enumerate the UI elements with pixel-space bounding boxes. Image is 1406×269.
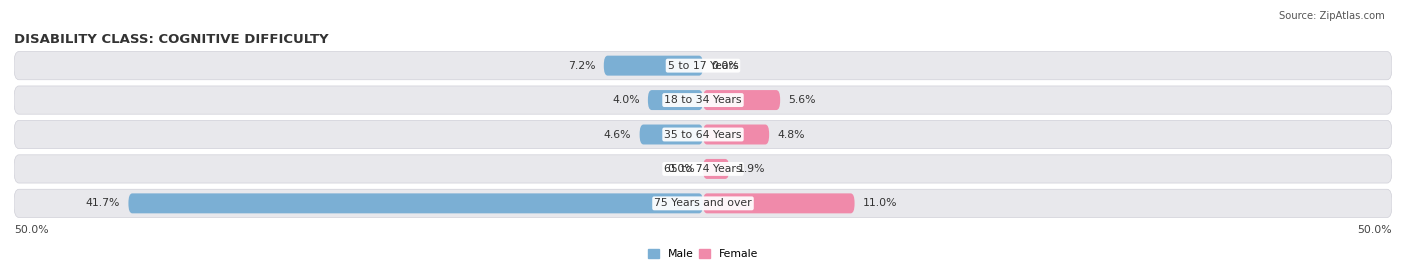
FancyBboxPatch shape [703,193,855,213]
FancyBboxPatch shape [14,121,1392,148]
Text: 35 to 64 Years: 35 to 64 Years [664,129,742,140]
Text: 41.7%: 41.7% [86,198,120,208]
Legend: Male, Female: Male, Female [644,245,762,263]
FancyBboxPatch shape [14,189,1392,217]
FancyBboxPatch shape [703,159,730,179]
Text: 4.8%: 4.8% [778,129,804,140]
Text: 4.6%: 4.6% [603,129,631,140]
Text: 7.2%: 7.2% [568,61,596,71]
Text: 0.0%: 0.0% [711,61,740,71]
FancyBboxPatch shape [640,125,703,144]
Text: 50.0%: 50.0% [1357,225,1392,235]
Text: 18 to 34 Years: 18 to 34 Years [664,95,742,105]
Text: 4.0%: 4.0% [612,95,640,105]
Text: 0.0%: 0.0% [666,164,695,174]
FancyBboxPatch shape [648,90,703,110]
Text: 50.0%: 50.0% [14,225,49,235]
Text: 65 to 74 Years: 65 to 74 Years [664,164,742,174]
FancyBboxPatch shape [14,86,1392,114]
Text: 1.9%: 1.9% [738,164,765,174]
Text: DISABILITY CLASS: COGNITIVE DIFFICULTY: DISABILITY CLASS: COGNITIVE DIFFICULTY [14,33,329,46]
Text: 5.6%: 5.6% [789,95,815,105]
FancyBboxPatch shape [703,90,780,110]
Text: 75 Years and over: 75 Years and over [654,198,752,208]
FancyBboxPatch shape [14,155,1392,183]
Text: 5 to 17 Years: 5 to 17 Years [668,61,738,71]
Text: Source: ZipAtlas.com: Source: ZipAtlas.com [1279,11,1385,21]
FancyBboxPatch shape [603,56,703,76]
FancyBboxPatch shape [703,125,769,144]
FancyBboxPatch shape [14,52,1392,80]
FancyBboxPatch shape [128,193,703,213]
Text: 11.0%: 11.0% [863,198,897,208]
